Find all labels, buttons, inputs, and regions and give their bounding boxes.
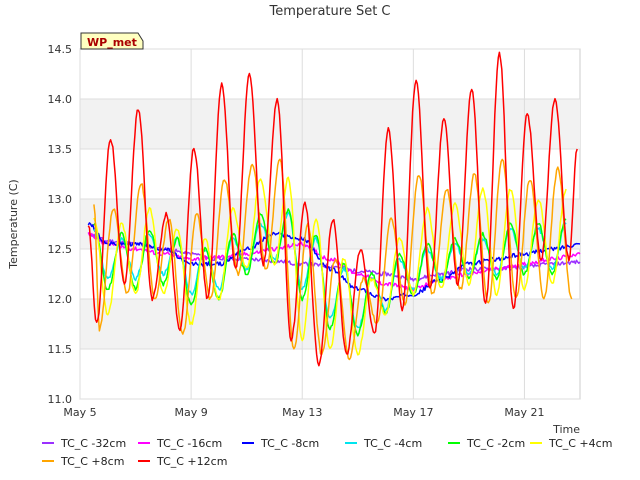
series-line-tc-c-8cm <box>93 158 573 361</box>
legend-label: TC_C -4cm <box>363 437 422 450</box>
legend-label: TC_C +4cm <box>548 437 612 450</box>
y-tick-label: 12.5 <box>48 243 73 256</box>
x-tick-label: May 13 <box>282 406 322 419</box>
series-line-tc-c-16cm <box>87 232 581 292</box>
x-tick-label: May 17 <box>393 406 433 419</box>
y-tick-label: 13.0 <box>48 193 73 206</box>
x-axis-label: Time <box>552 423 580 436</box>
chart-title: Temperature Set C <box>268 4 390 19</box>
legend-label: TC_C -8cm <box>260 437 319 450</box>
y-tick-label: 14.0 <box>48 93 73 106</box>
annotation-label: WP_met <box>87 36 137 49</box>
y-tick-label: 14.5 <box>48 43 73 56</box>
y-tick-label: 12.0 <box>48 293 73 306</box>
legend-label: TC_C -2cm <box>466 437 525 450</box>
series-line-tc-c-12cm <box>87 51 578 367</box>
x-tick-label: May 9 <box>174 406 207 419</box>
background-band <box>80 299 580 349</box>
x-tick-label: May 21 <box>504 406 544 419</box>
x-tick-label: May 5 <box>63 406 96 419</box>
legend-label: TC_C +12cm <box>156 455 227 468</box>
series-line-tc-c-8cm <box>87 222 581 302</box>
y-tick-label: 11.5 <box>48 343 73 356</box>
legend-label: TC_C +8cm <box>60 455 124 468</box>
y-tick-label: 11.0 <box>48 393 73 406</box>
legend-label: TC_C -16cm <box>156 437 222 450</box>
background-band <box>80 99 580 149</box>
y-axis-label: Temperature (C) <box>7 179 20 269</box>
legend-label: TC_C -32cm <box>60 437 126 450</box>
y-tick-label: 13.5 <box>48 143 73 156</box>
series-line-tc-c-4cm <box>93 176 567 356</box>
annotation-box <box>80 32 144 50</box>
